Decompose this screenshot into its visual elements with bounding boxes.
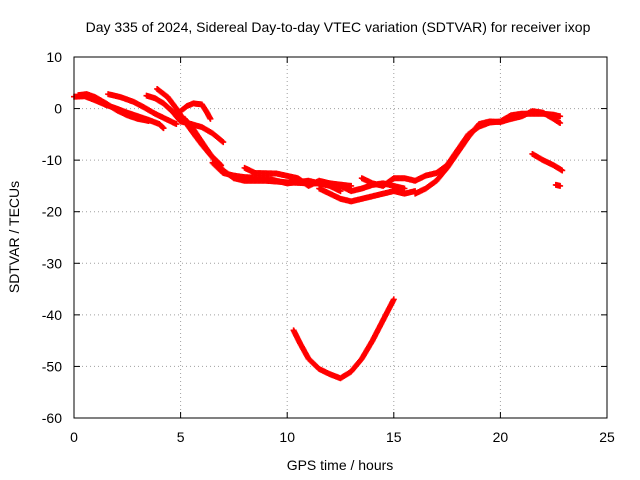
x-tick-label: 5 <box>177 429 185 445</box>
y-tick-label: -20 <box>42 204 62 220</box>
series-trace-2 <box>75 91 152 124</box>
y-tick-label: 10 <box>46 49 62 65</box>
y-tick-label: -50 <box>42 358 62 374</box>
x-tick-label: 25 <box>599 429 615 445</box>
y-axis-label: SDTVAR / TECUs <box>6 181 22 293</box>
y-tick-label: -40 <box>42 307 62 323</box>
x-tick-label: 10 <box>279 429 295 445</box>
x-tick-label: 20 <box>493 429 509 445</box>
y-tick-label: 0 <box>54 101 62 117</box>
series-trace-10 <box>316 185 419 205</box>
series-trace-3 <box>105 91 180 128</box>
grid <box>74 57 607 418</box>
y-tick-label: -10 <box>42 152 62 168</box>
chart-title: Day 335 of 2024, Sidereal Day-to-day VTE… <box>86 19 591 35</box>
series-trace-15 <box>552 181 564 189</box>
x-axis-label: GPS time / hours <box>287 457 394 473</box>
series-trace-13 <box>412 108 564 197</box>
data-marks <box>71 85 566 382</box>
axis-ticks: 0 5 10 15 20 25 -60 -50 -40 -30 -20 -10 0 10 <box>42 49 615 445</box>
y-tick-label: -60 <box>42 410 62 426</box>
series-trace-9 <box>241 164 333 189</box>
series-trace-4 <box>143 92 227 146</box>
y-tick-label: -30 <box>42 255 62 271</box>
x-tick-label: 0 <box>70 429 78 445</box>
x-tick-label: 15 <box>386 429 402 445</box>
series-trace-6 <box>177 100 214 122</box>
plot-frame <box>73 56 608 419</box>
series-trace-16 <box>290 296 397 382</box>
series-trace-14 <box>529 150 566 174</box>
